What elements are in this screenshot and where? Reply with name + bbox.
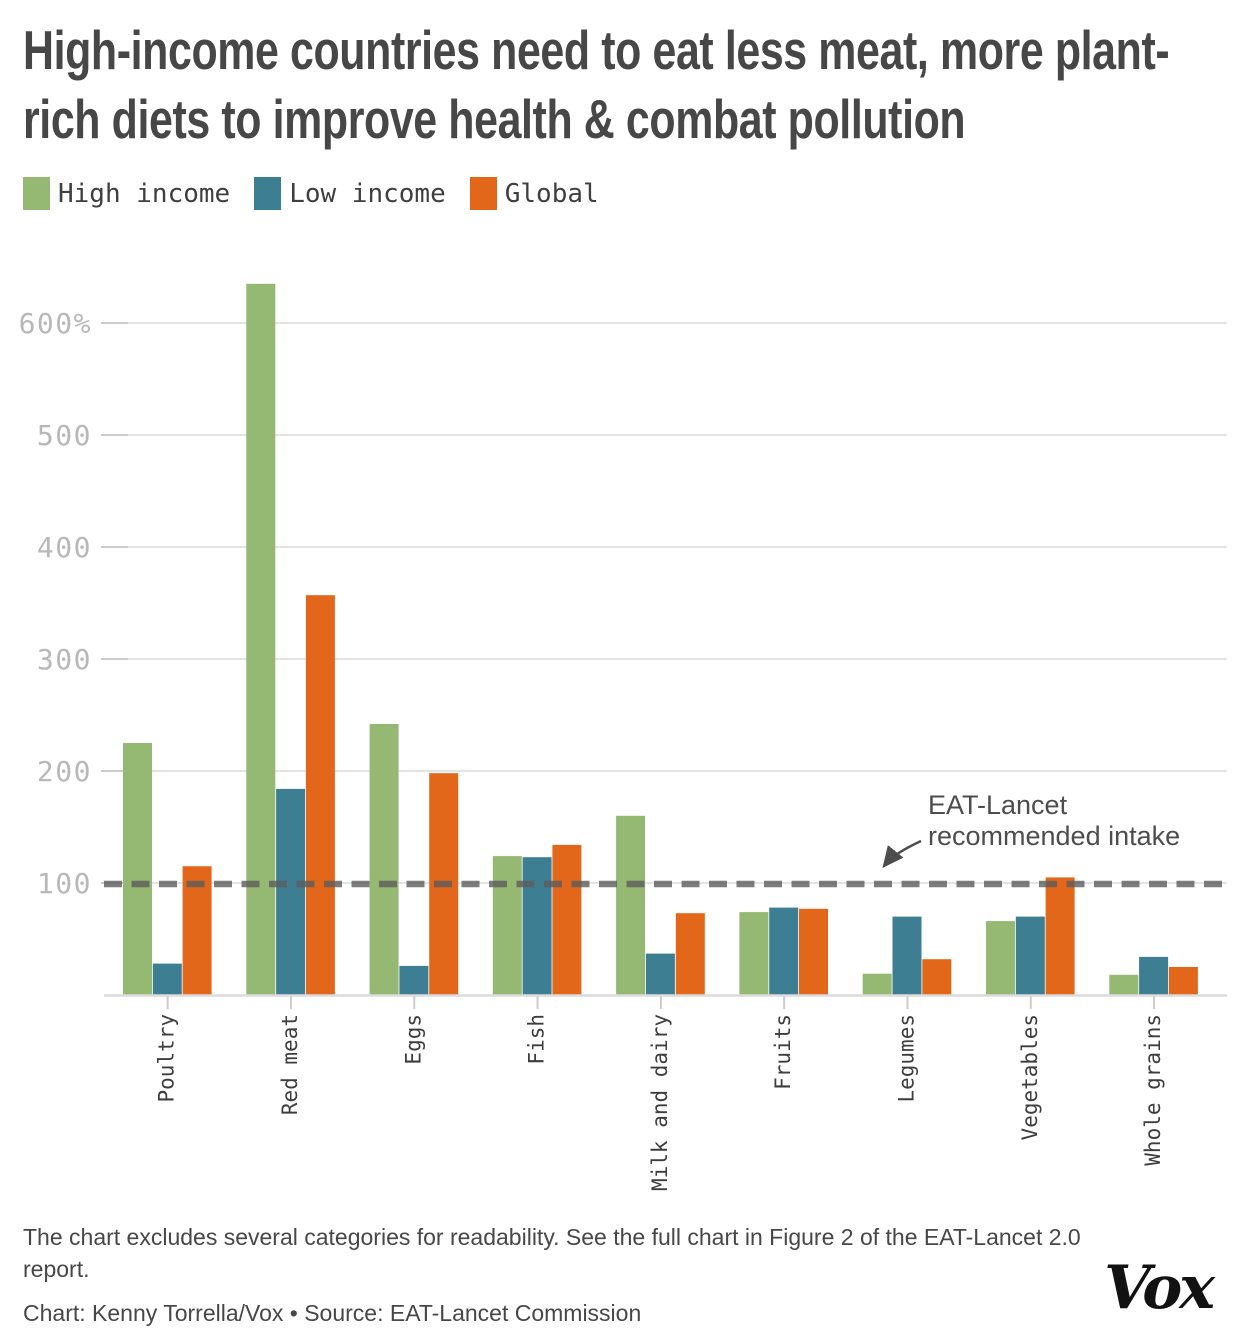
bar-group-vegetables: [986, 877, 1075, 995]
bar-low-income: [152, 963, 182, 995]
bar-high-income: [862, 973, 892, 995]
legend-label: High income: [58, 178, 231, 209]
bar-low-income: [1015, 916, 1045, 995]
category-label-red-meat: Red meat: [278, 1014, 302, 1115]
category-label-legumes: Legumes: [894, 1014, 918, 1103]
category-label-poultry: Poultry: [155, 1014, 179, 1103]
bar-group-eggs: [369, 724, 459, 995]
bar-group-whole-grains: [1109, 956, 1198, 995]
category-label-milk-and-dairy: Milk and dairy: [648, 1014, 672, 1191]
y-tick-label-500: 500: [37, 419, 92, 452]
annotation-arrow: [882, 839, 922, 868]
legend-item-global: Global: [469, 177, 599, 210]
category-label-fruits: Fruits: [771, 1014, 795, 1090]
bar-low-income: [399, 965, 429, 995]
reference-annotation: EAT-Lancet recommended intake: [882, 790, 1180, 868]
bar-high-income: [739, 912, 769, 995]
bar-low-income: [645, 953, 675, 995]
bar-high-income: [1109, 974, 1139, 995]
bar-group-fish: [492, 844, 582, 995]
bar-group-milk-and-dairy: [616, 815, 705, 995]
bar-high-income: [123, 743, 152, 995]
legend-item-low-income: Low income: [254, 177, 446, 210]
y-tick-label-400: 400: [37, 531, 92, 564]
category-label-eggs: Eggs: [401, 1014, 425, 1065]
footnote: The chart excludes several categories fo…: [23, 1224, 1081, 1282]
bar-low-income: [769, 907, 799, 995]
legend-label: Low income: [289, 178, 446, 209]
bar-group-fruits: [739, 907, 828, 995]
annotation-line-2: recommended intake: [928, 821, 1180, 851]
legend-label: Global: [504, 178, 599, 209]
legend: High income Low income Global: [23, 177, 599, 210]
credit-line: Chart: Kenny Torrella/Vox • Source: EAT-…: [23, 1300, 642, 1326]
y-tick-label-200: 200: [37, 755, 92, 788]
bar-global: [922, 959, 952, 995]
category-label-vegetables: Vegetables: [1018, 1014, 1042, 1140]
bar-high-income: [616, 815, 646, 995]
chart-title: High-income countries need to eat less m…: [23, 19, 1170, 150]
legend-swatch: [469, 177, 497, 210]
y-tick-label-600: 600%: [19, 307, 92, 340]
bar-group-red-meat: [246, 283, 335, 995]
bar-global: [182, 866, 212, 995]
category-label-whole-grains: Whole grains: [1141, 1014, 1165, 1166]
x-axis-ticks: [166, 996, 1156, 1009]
legend-item-high-income: High income: [23, 177, 230, 210]
bar-global: [305, 595, 335, 995]
bar-global: [1168, 967, 1198, 995]
bar-chart: 100 200 300 400 500 600% Poultry Red meat Eggs F…: [19, 283, 1227, 1191]
category-labels: Poultry Red meat Eggs Fish Milk and dairy Fru…: [155, 1014, 1165, 1191]
bar-high-income: [246, 283, 276, 995]
bar-high-income: [492, 856, 522, 995]
bars: [123, 283, 1198, 995]
bar-group-poultry: [123, 743, 212, 995]
y-tick-label-100: 100: [37, 867, 92, 900]
category-label-fish: Fish: [525, 1014, 549, 1065]
bar-global: [675, 913, 705, 995]
bar-low-income: [892, 916, 922, 995]
bar-group-legumes: [862, 916, 952, 995]
vox-logo: Vox: [1104, 1253, 1215, 1323]
annotation-line-1: EAT-Lancet: [928, 790, 1068, 820]
bar-global: [552, 844, 582, 995]
bar-low-income: [1139, 956, 1169, 995]
bar-high-income: [369, 724, 399, 995]
bar-low-income: [522, 857, 552, 995]
bar-high-income: [986, 921, 1015, 995]
bar-global: [799, 908, 828, 995]
legend-swatch: [254, 177, 282, 210]
y-axis-labels: 100 200 300 400 500 600%: [19, 307, 92, 900]
bar-low-income: [276, 788, 306, 995]
legend-swatch: [23, 177, 50, 210]
bar-global: [1045, 877, 1075, 995]
y-tick-label-300: 300: [37, 643, 92, 676]
